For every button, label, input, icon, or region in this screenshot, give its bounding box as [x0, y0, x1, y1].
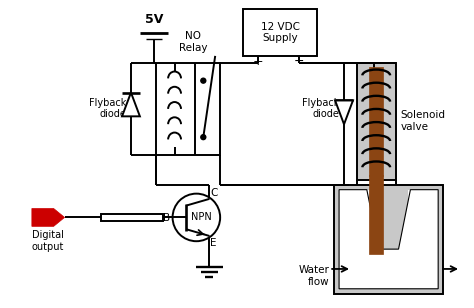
- Text: Flyback
diode: Flyback diode: [89, 98, 126, 119]
- Polygon shape: [122, 93, 140, 116]
- Bar: [243, 9, 317, 56]
- Text: +: +: [253, 55, 263, 68]
- Bar: [357, 63, 396, 180]
- Circle shape: [201, 135, 206, 140]
- Bar: [156, 63, 220, 155]
- Text: Flyback
diode: Flyback diode: [301, 98, 339, 119]
- Text: Solenoid
valve: Solenoid valve: [401, 111, 446, 132]
- Bar: [369, 67, 383, 176]
- Bar: [101, 214, 163, 221]
- Text: −: −: [294, 55, 305, 68]
- Text: E: E: [210, 238, 217, 249]
- Text: C: C: [210, 188, 218, 198]
- Polygon shape: [335, 100, 353, 124]
- Bar: [369, 175, 383, 254]
- Polygon shape: [32, 209, 64, 226]
- Circle shape: [173, 194, 220, 241]
- Circle shape: [201, 78, 206, 83]
- Text: 5V: 5V: [145, 13, 163, 26]
- Text: NO
Relay: NO Relay: [179, 31, 207, 53]
- Polygon shape: [339, 190, 438, 289]
- Text: NPN: NPN: [191, 213, 212, 222]
- Bar: [409, 190, 438, 289]
- Text: Digital
output: Digital output: [32, 230, 64, 252]
- Bar: [334, 185, 443, 294]
- Text: B: B: [164, 213, 171, 223]
- Text: 12 VDC
Supply: 12 VDC Supply: [261, 22, 300, 43]
- Bar: [339, 190, 369, 289]
- Text: Water
flow: Water flow: [298, 265, 329, 287]
